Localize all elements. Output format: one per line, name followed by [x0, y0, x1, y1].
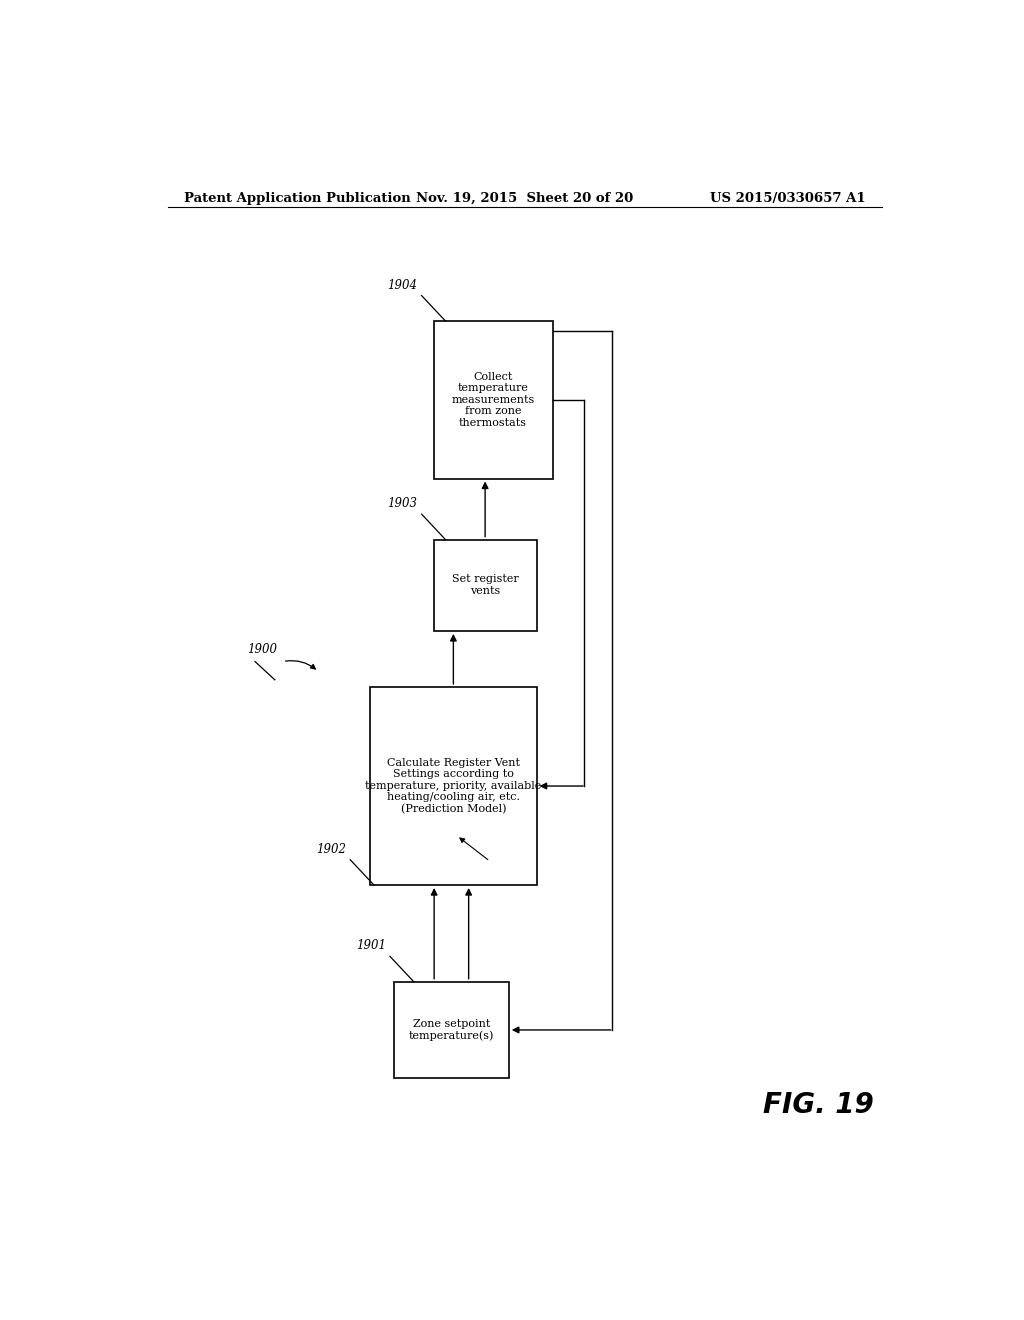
Text: 1902: 1902: [316, 842, 346, 855]
Text: US 2015/0330657 A1: US 2015/0330657 A1: [711, 191, 866, 205]
Bar: [370, 686, 537, 886]
Text: FIG. 19: FIG. 19: [763, 1090, 873, 1119]
Bar: [433, 540, 537, 631]
Text: 1901: 1901: [356, 940, 386, 952]
Bar: [433, 321, 553, 479]
Text: 1903: 1903: [388, 498, 418, 510]
Text: Zone setpoint
temperature(s): Zone setpoint temperature(s): [409, 1019, 494, 1041]
Text: Collect
temperature
measurements
from zone
thermostats: Collect temperature measurements from zo…: [452, 372, 535, 428]
Text: 1900: 1900: [247, 643, 278, 656]
Text: Set register
vents: Set register vents: [452, 574, 518, 597]
Text: Calculate Register Vent
Settings according to
temperature, priority, available
h: Calculate Register Vent Settings accordi…: [366, 758, 542, 814]
Bar: [394, 982, 509, 1078]
Text: Patent Application Publication: Patent Application Publication: [183, 191, 411, 205]
Text: 1904: 1904: [388, 279, 418, 292]
Text: Nov. 19, 2015  Sheet 20 of 20: Nov. 19, 2015 Sheet 20 of 20: [416, 191, 634, 205]
